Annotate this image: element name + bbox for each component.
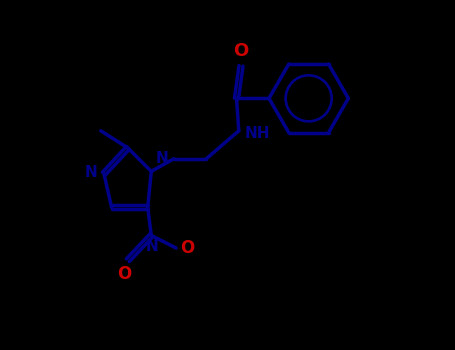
Text: O: O — [233, 42, 248, 60]
Text: N: N — [156, 151, 168, 166]
Text: O: O — [117, 265, 131, 283]
Text: O: O — [181, 239, 195, 257]
Text: N: N — [146, 239, 159, 254]
Text: NH: NH — [244, 126, 270, 141]
Text: N: N — [85, 165, 98, 180]
